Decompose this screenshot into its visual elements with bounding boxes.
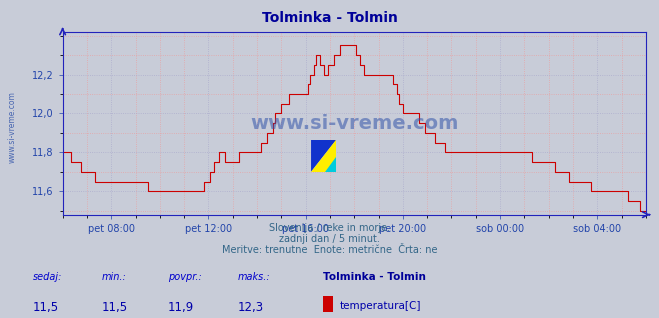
Polygon shape — [311, 140, 336, 172]
Text: sedaj:: sedaj: — [33, 272, 63, 282]
Text: Slovenija / reke in morje.: Slovenija / reke in morje. — [269, 223, 390, 232]
Text: 11,5: 11,5 — [102, 301, 129, 314]
Text: Meritve: trenutne  Enote: metrične  Črta: ne: Meritve: trenutne Enote: metrične Črta: … — [221, 245, 438, 255]
Text: maks.:: maks.: — [237, 272, 270, 282]
Text: zadnji dan / 5 minut.: zadnji dan / 5 minut. — [279, 234, 380, 244]
Text: 11,9: 11,9 — [168, 301, 194, 314]
Text: temperatura[C]: temperatura[C] — [339, 301, 421, 310]
Polygon shape — [311, 140, 336, 172]
Text: 12,3: 12,3 — [237, 301, 264, 314]
Text: min.:: min.: — [102, 272, 127, 282]
Text: Tolminka - Tolmin: Tolminka - Tolmin — [323, 272, 426, 282]
Text: www.si-vreme.com: www.si-vreme.com — [8, 91, 17, 163]
Text: www.si-vreme.com: www.si-vreme.com — [250, 114, 459, 133]
Polygon shape — [325, 157, 336, 172]
Text: Tolminka - Tolmin: Tolminka - Tolmin — [262, 11, 397, 25]
Text: 11,5: 11,5 — [33, 301, 59, 314]
Text: povpr.:: povpr.: — [168, 272, 202, 282]
